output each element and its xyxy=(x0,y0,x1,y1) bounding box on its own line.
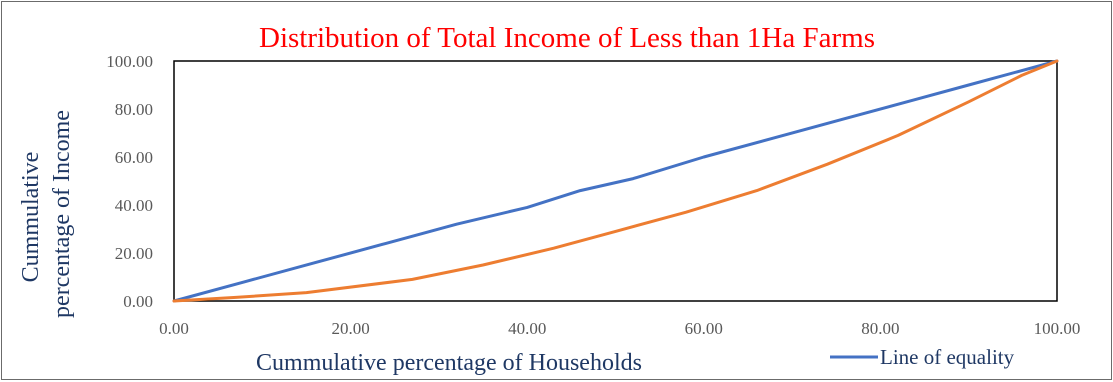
chart-title: Distribution of Total Income of Less tha… xyxy=(259,22,875,54)
y-tick-label: 40.00 xyxy=(115,196,153,215)
series-layer xyxy=(172,59,1059,303)
y-tick-label: 20.00 xyxy=(115,244,153,263)
x-tick-label: 100.00 xyxy=(1034,319,1081,338)
y-tick-label: 100.00 xyxy=(106,52,153,71)
x-tick-label: 0.00 xyxy=(159,319,189,338)
y-axis-title-line-1: Cummulative xyxy=(18,152,44,283)
x-tick-label: 20.00 xyxy=(331,319,369,338)
series-line-1 xyxy=(172,59,1059,303)
y-axis-title-line-2: percentage of Income xyxy=(49,110,75,318)
x-axis-title: Cummulative percentage of Households xyxy=(256,350,642,376)
series-line-2 xyxy=(172,59,1059,303)
y-axis-title: Cummulative percentage of Income xyxy=(18,110,75,318)
y-axis-ticks: 0.00 20.00 40.00 60.00 80.00 100.00 xyxy=(106,52,153,311)
y-tick-label: 0.00 xyxy=(123,292,153,311)
y-tick-label: 60.00 xyxy=(115,148,153,167)
y-tick-label: 80.00 xyxy=(115,100,153,119)
legend-label-line-of-equality: Line of equality xyxy=(880,345,1015,369)
x-axis-ticks: 0.00 20.00 40.00 60.00 80.00 100.00 xyxy=(159,319,1080,338)
plot-area xyxy=(173,60,1058,302)
x-tick-label: 80.00 xyxy=(861,319,899,338)
x-tick-label: 40.00 xyxy=(508,319,546,338)
x-tick-label: 60.00 xyxy=(685,319,723,338)
legend: Line of equality xyxy=(830,345,1015,369)
